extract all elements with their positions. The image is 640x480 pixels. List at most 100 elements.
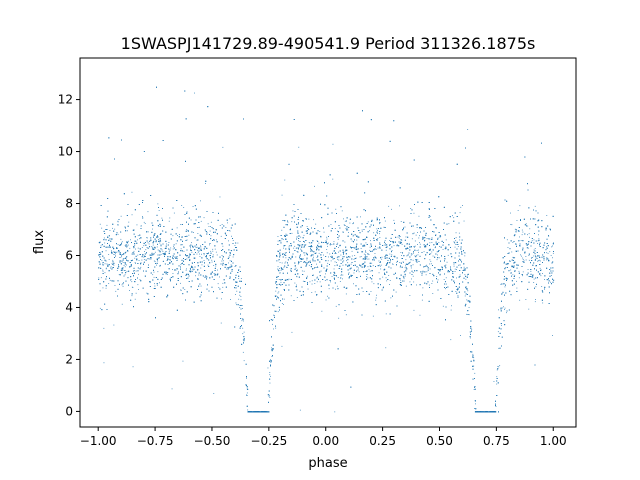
- data-point: [102, 287, 104, 289]
- data-point: [518, 270, 520, 272]
- data-point: [343, 254, 344, 255]
- data-point: [438, 257, 440, 259]
- data-point: [409, 295, 411, 296]
- data-point: [297, 235, 299, 237]
- data-point: [514, 228, 516, 230]
- data-point: [240, 299, 242, 301]
- data-point: [338, 317, 340, 319]
- data-point: [185, 269, 187, 271]
- data-point: [127, 244, 129, 246]
- data-point: [220, 235, 222, 237]
- data-point: [313, 219, 314, 221]
- data-point: [242, 327, 244, 329]
- data-point: [108, 259, 110, 260]
- data-point: [416, 250, 418, 251]
- data-point: [431, 251, 433, 253]
- data-point: [160, 240, 162, 242]
- data-point: [351, 250, 353, 252]
- data-point: [497, 331, 499, 333]
- data-point: [533, 278, 535, 280]
- data-point: [152, 274, 154, 276]
- data-point: [382, 287, 384, 289]
- data-point: [229, 260, 231, 262]
- data-point: [533, 255, 535, 257]
- data-point: [458, 232, 460, 234]
- data-point: [339, 281, 341, 282]
- data-point: [137, 254, 139, 256]
- data-point: [184, 289, 186, 290]
- data-point: [370, 243, 372, 245]
- data-point: [410, 267, 412, 269]
- data-point: [453, 263, 455, 265]
- data-point: [131, 295, 133, 297]
- data-point: [356, 239, 358, 241]
- data-point: [319, 281, 321, 283]
- data-point: [548, 235, 550, 237]
- data-point: [325, 273, 326, 275]
- data-point: [506, 312, 507, 314]
- data-point: [446, 261, 448, 263]
- data-point: [541, 286, 543, 287]
- data-point: [122, 285, 124, 287]
- data-point: [222, 245, 224, 247]
- data-point: [338, 247, 339, 248]
- data-point: [472, 353, 474, 355]
- data-point: [300, 248, 302, 250]
- data-point: [143, 256, 145, 258]
- data-point: [326, 269, 327, 271]
- data-point: [110, 266, 112, 268]
- data-point: [334, 265, 336, 267]
- data-point: [406, 255, 408, 257]
- data-point: [99, 290, 101, 292]
- data-point: [473, 357, 475, 359]
- data-point: [552, 245, 553, 247]
- data-point: [124, 266, 126, 268]
- data-point: [455, 232, 457, 234]
- data-point: [520, 254, 521, 256]
- data-point: [419, 242, 420, 244]
- data-point: [527, 225, 529, 227]
- data-point: [240, 296, 242, 297]
- data-point: [381, 256, 383, 258]
- data-point: [454, 242, 456, 244]
- data-point: [157, 260, 159, 262]
- data-point: [200, 220, 202, 222]
- data-point: [443, 279, 445, 280]
- data-point: [177, 258, 178, 260]
- data-point: [99, 262, 101, 264]
- data-point: [325, 299, 327, 301]
- data-point: [451, 305, 452, 307]
- data-point: [418, 215, 420, 217]
- data-point: [100, 245, 102, 247]
- data-point: [468, 314, 470, 316]
- data-point: [472, 365, 474, 367]
- data-point: [331, 255, 333, 257]
- data-point: [323, 254, 324, 256]
- data-point: [198, 248, 200, 250]
- data-point: [426, 271, 428, 273]
- data-point: [153, 271, 155, 273]
- data-point: [210, 235, 212, 237]
- data-point: [389, 253, 391, 255]
- data-point: [277, 266, 279, 268]
- data-point: [121, 284, 123, 286]
- data-point: [156, 246, 158, 248]
- data-point: [320, 270, 322, 272]
- data-point: [220, 322, 222, 324]
- data-point: [164, 252, 166, 254]
- data-point: [381, 258, 383, 260]
- data-point: [522, 259, 524, 260]
- data-point: [177, 268, 179, 270]
- data-point: [286, 252, 287, 254]
- data-point: [376, 232, 378, 234]
- data-point: [134, 257, 136, 259]
- data-point: [333, 268, 335, 270]
- data-point: [160, 264, 161, 266]
- data-point: [138, 289, 139, 290]
- data-point: [180, 248, 182, 250]
- data-point: [183, 250, 185, 252]
- data-point: [498, 366, 500, 368]
- data-point: [326, 252, 328, 254]
- data-point: [403, 278, 405, 280]
- data-point: [290, 295, 292, 297]
